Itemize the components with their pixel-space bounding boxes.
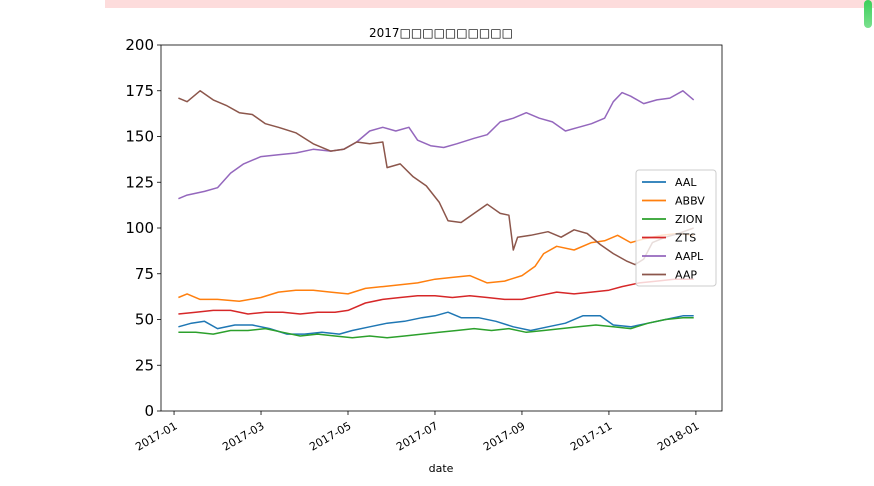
x-axis-label: date xyxy=(429,462,454,475)
y-tick-label: 75 xyxy=(135,265,154,283)
y-tick-label: 25 xyxy=(135,356,154,374)
x-tick-label: 2018-01 xyxy=(655,419,701,453)
y-tick-label: 200 xyxy=(125,36,154,54)
chart-title: 2017□□□□□□□□□□ xyxy=(369,26,513,40)
y-tick-label: 150 xyxy=(125,128,154,146)
legend-label-aap: AAP xyxy=(675,269,697,282)
y-tick-label: 175 xyxy=(125,82,154,100)
x-tick-label: 2017-11 xyxy=(568,419,614,453)
y-tick-label: 0 xyxy=(144,402,154,420)
legend-box xyxy=(635,169,717,287)
legend: AAL ABBV ZION ZTS AAPL AAP xyxy=(635,169,717,287)
legend-label-aal: AAL xyxy=(675,176,697,189)
series-line-aal xyxy=(178,311,694,335)
series-line-aapl xyxy=(178,90,695,200)
legend-label-zts: ZTS xyxy=(675,232,696,245)
scrollbar-thumb[interactable] xyxy=(864,0,872,28)
y-tick-label: 100 xyxy=(125,219,154,237)
series-line-zts xyxy=(178,278,694,315)
y-tick-label: 50 xyxy=(135,311,154,329)
x-tick-label: 2017-05 xyxy=(307,419,353,453)
y-tick-label: 125 xyxy=(125,173,154,191)
series-line-zion xyxy=(178,316,694,339)
series-line-aap xyxy=(178,90,694,266)
legend-label-aapl: AAPL xyxy=(675,250,704,263)
legend-label-abbv: ABBV xyxy=(675,195,705,208)
x-tick-label: 2017-01 xyxy=(133,419,179,453)
x-tick-label: 2017-07 xyxy=(394,419,440,453)
notebook-output-banner xyxy=(105,0,874,8)
series-line-abbv xyxy=(178,232,694,302)
x-tick-label: 2017-09 xyxy=(481,419,527,453)
legend-label-zion: ZION xyxy=(675,213,703,226)
x-tick-label: 2017-03 xyxy=(220,419,266,453)
